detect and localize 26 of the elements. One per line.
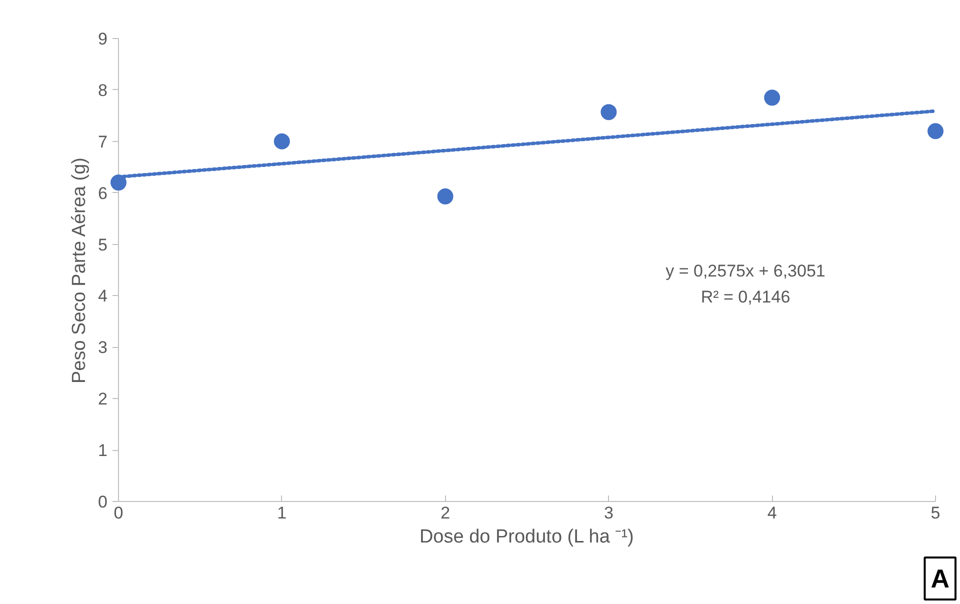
point [928,123,944,140]
point [437,188,454,204]
y-tick-label: 1 [98,441,108,460]
y-axis-title: Peso Seco Parte Aérea (g) [69,158,90,384]
annotation: y = 0,2575x + 6,3051 [666,262,826,280]
x-axis-title: Dose do Produto (L ha ⁻¹) [419,526,634,548]
x-tick-label: 1 [277,504,287,522]
x-tick-label: 2 [440,504,450,522]
point [274,133,290,150]
point [110,174,126,191]
x-tick-label: 4 [767,504,777,522]
annotation: R² = 0,4146 [700,288,790,306]
y-tick-label: 9 [98,30,108,48]
y-tick-label: 4 [98,286,108,306]
point [764,90,780,106]
point [600,104,617,120]
x-tick-label: 5 [930,504,940,522]
y-tick-label: 7 [98,132,108,152]
y-tick-label: 3 [98,338,108,358]
x-tick-label: 0 [114,504,124,522]
y-tick-label: 2 [98,390,108,409]
y-tick-label: 5 [98,235,108,254]
x-tick-label: 3 [604,504,614,522]
text: A [930,564,950,594]
y-tick-label: 6 [98,184,108,203]
y-tick-label: 8 [98,80,108,100]
